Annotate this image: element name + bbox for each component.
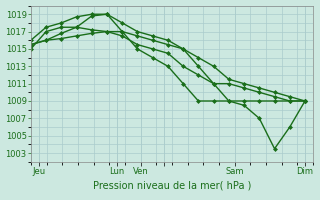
X-axis label: Pression niveau de la mer( hPa ): Pression niveau de la mer( hPa )	[93, 180, 251, 190]
